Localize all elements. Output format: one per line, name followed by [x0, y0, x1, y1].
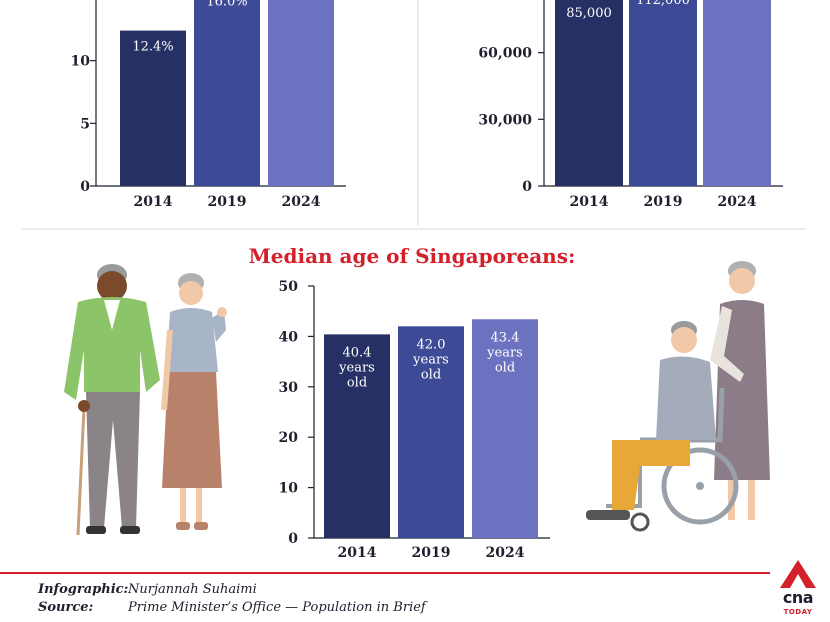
charts-canvas: 0 5 10 12.4% 2014 16.0% 2019 2024 0 30,000 60,000… [22, 0, 806, 561]
bar-data-label: 112,000 [636, 0, 690, 8]
y-tick-label: 40 [279, 329, 299, 345]
y-tick-label: 30,000 [478, 112, 532, 128]
x-tick-label: 2019 [644, 194, 683, 210]
bar-data-label: years [338, 360, 375, 375]
source-credit: Source: Prime Minister’s Office — Populat… [38, 600, 426, 615]
bar-2019 [398, 326, 464, 538]
median-age-title: Median age of Singaporeans: [249, 244, 576, 268]
patient-head-icon [671, 327, 697, 353]
wheelchair-wheel-icon [661, 447, 739, 525]
bar-2024 [472, 319, 538, 538]
bar-2024 [703, 0, 771, 186]
x-tick-label: 2019 [208, 194, 247, 210]
x-tick-label: 2014 [134, 194, 173, 210]
x-tick-label: 2014 [338, 545, 377, 561]
y-tick-label: 30 [279, 380, 299, 396]
bar-2019 [194, 0, 260, 186]
patient-shirt-icon [656, 356, 716, 440]
bar-2014 [555, 0, 623, 186]
x-tick-label: 2024 [282, 194, 321, 210]
x-tick-label: 2019 [412, 545, 451, 561]
bar-data-label: years [412, 352, 449, 367]
x-tick-label: 2024 [486, 545, 525, 561]
cna-logo-mark-icon [780, 560, 816, 588]
woman-skirt-icon [162, 372, 222, 488]
infographic-credit: Infographic:Nurjannah Suhaimi [38, 582, 257, 597]
bar-2014 [120, 30, 186, 186]
bar-data-label: 43.4 [491, 330, 520, 345]
elderly-couple-illustration [64, 264, 227, 536]
bar-data-label: old [421, 367, 441, 382]
man-head-icon [97, 271, 127, 301]
y-tick-label: 20 [279, 430, 299, 446]
man-sweater-icon [64, 297, 160, 400]
bar-2014 [324, 334, 390, 538]
bar-data-label: 12.4% [132, 40, 173, 55]
x-tick-label: 2024 [718, 194, 757, 210]
walking-cane-icon [76, 407, 86, 536]
y-tick-label: 50 [279, 279, 299, 295]
chart-top-right: 0 30,000 60,000 85,000 2014 112,000 2019 2024 [478, 0, 783, 210]
carer-head-icon [729, 268, 755, 294]
footer: Infographic:Nurjannah Suhaimi Source: Pri… [0, 560, 830, 622]
bar-data-label: old [347, 375, 367, 390]
y-tick-label: 0 [288, 531, 298, 547]
y-tick-label: 5 [80, 116, 90, 132]
bar-data-label: old [495, 360, 515, 375]
man-trousers-icon [86, 392, 140, 528]
y-tick-label: 60,000 [478, 46, 532, 62]
bar-data-label: 85,000 [566, 6, 612, 21]
woman-head-icon [179, 281, 203, 305]
patient-trousers-icon [612, 440, 690, 510]
bar-data-label: years [486, 345, 523, 360]
y-tick-label: 10 [279, 481, 299, 497]
chart-top-left: 0 5 10 12.4% 2014 16.0% 2019 2024 [71, 0, 346, 210]
bar-2019 [629, 0, 697, 186]
bar-data-label: 42.0 [417, 337, 446, 352]
woman-blouse-icon [166, 308, 218, 372]
y-tick-label: 0 [80, 179, 90, 195]
bar-data-label: 40.4 [343, 345, 372, 360]
chart-median-age: 0102030405040.4yearsold201442.0yearsold2… [279, 279, 550, 561]
y-tick-label: 0 [522, 179, 532, 195]
carer-dress-icon [714, 300, 770, 480]
x-tick-label: 2014 [570, 194, 609, 210]
bar-data-label: 16.0% [206, 0, 247, 9]
bar-2024 [268, 0, 334, 186]
footer-rule [0, 572, 770, 574]
y-tick-label: 10 [71, 54, 91, 70]
wheelchair-illustration [586, 261, 770, 532]
cna-logo: cna TODAY [772, 558, 824, 620]
